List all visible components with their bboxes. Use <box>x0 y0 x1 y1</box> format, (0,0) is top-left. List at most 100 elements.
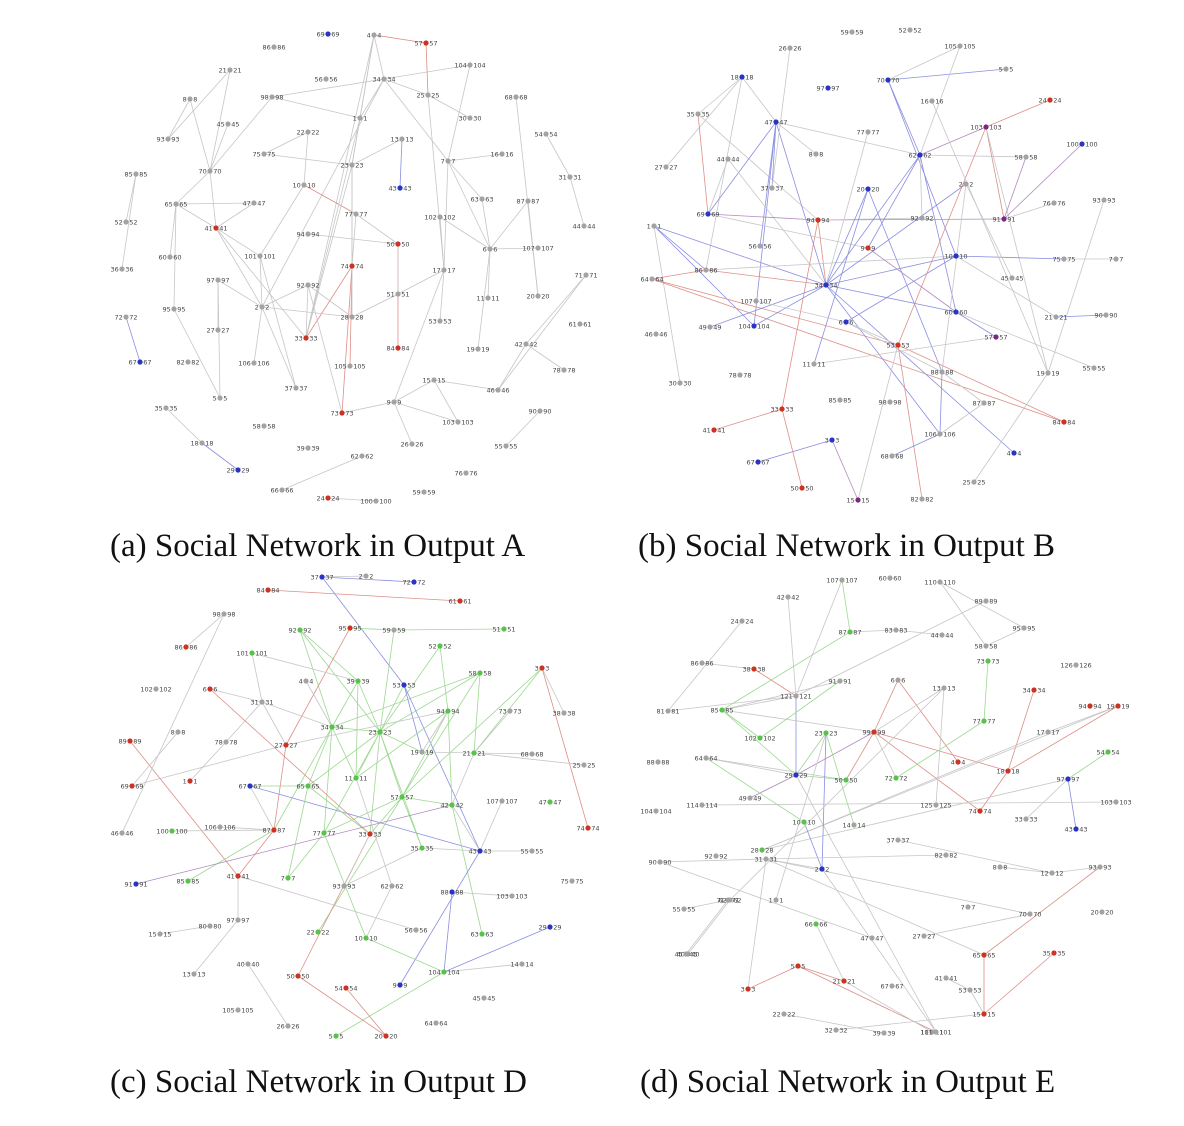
edge-34-106 <box>825 284 941 435</box>
node-label: 61 <box>569 320 577 328</box>
node-104: 104 104 <box>454 61 485 69</box>
node-label: 85 <box>829 396 837 404</box>
node-label: 11 <box>803 360 811 368</box>
node-97: 97 97 <box>1057 775 1080 783</box>
node-dot <box>983 598 989 604</box>
edge-37-2 <box>261 306 297 389</box>
node-label: 31 <box>251 698 259 706</box>
node-label: 71 <box>589 271 597 279</box>
node-label: 10 <box>369 934 377 942</box>
node-label: 10 <box>293 181 301 189</box>
node-label: 2 <box>255 303 259 311</box>
node-67: 67 67 <box>881 982 904 990</box>
node-label: 56 <box>329 75 337 83</box>
edge-62-60 <box>919 154 957 313</box>
node-label: 35 <box>1043 949 1051 957</box>
node-label: 84 <box>257 586 265 594</box>
node-dot <box>849 29 855 35</box>
node-label: 33 <box>785 405 793 413</box>
node-label: 16 <box>935 97 943 105</box>
node-dot <box>167 254 173 260</box>
node-label: 105 <box>353 362 365 370</box>
node-88: 88 88 <box>647 758 670 766</box>
node-label: 65 <box>179 200 187 208</box>
edge-10-6 <box>845 255 957 323</box>
node-20: 20 20 <box>857 185 880 193</box>
node-label: 8 <box>1003 863 1007 871</box>
node-label: 77 <box>345 210 353 218</box>
node-54: 54 54 <box>335 984 358 992</box>
edge-21-66 <box>815 923 845 982</box>
edge-74-73 <box>341 265 353 414</box>
node-dot <box>865 186 871 192</box>
node-dot <box>247 783 253 789</box>
edge-1-23 <box>351 117 361 166</box>
node-dot <box>305 783 311 789</box>
node-label: 27 <box>275 741 283 749</box>
node-label: 20 <box>375 1032 383 1040</box>
node-label: 5 <box>223 394 227 402</box>
node-label: 41 <box>219 224 227 232</box>
node-label: 37 <box>285 384 293 392</box>
node-dot <box>1073 826 1079 832</box>
node-label: 25 <box>573 761 581 769</box>
node-label: 56 <box>405 926 413 934</box>
node-label: 13 <box>183 970 191 978</box>
node-label: 42 <box>515 340 523 348</box>
edge-19-28 <box>761 705 1119 851</box>
node-103: 103 103 <box>970 123 1001 131</box>
node-39: 39 39 <box>297 444 320 452</box>
node-93: 93 93 <box>333 882 356 890</box>
node-dot <box>371 32 377 38</box>
edge-62-10 <box>365 885 393 939</box>
node-label: 11 <box>477 294 485 302</box>
edge-38-86 <box>701 662 755 670</box>
node-100: 100 100 <box>156 827 187 835</box>
node-93: 93 93 <box>1089 863 1112 871</box>
edge-107-6 <box>755 300 847 323</box>
node-label: 58 <box>1015 153 1023 161</box>
node-65: 65 65 <box>973 951 996 959</box>
node-label: 41 <box>949 974 957 982</box>
node-label: 6 <box>203 685 207 693</box>
node-label: 18 <box>745 73 753 81</box>
node-dot <box>957 43 963 49</box>
edge-47-8 <box>775 121 817 155</box>
node-label: 59 <box>855 28 863 36</box>
node-label: 93 <box>333 882 341 890</box>
edge-70-5 <box>887 68 1007 81</box>
node-label: 69 <box>135 782 143 790</box>
node-dot <box>153 686 159 692</box>
node-label: 16 <box>921 97 929 105</box>
edge-58-34 <box>331 672 481 728</box>
node-dot <box>1023 816 1029 822</box>
edge-27-94 <box>285 710 449 746</box>
node-dot <box>389 883 395 889</box>
edge-92-33 <box>305 284 309 339</box>
node-label: 59 <box>383 626 391 634</box>
node-label: 10 <box>793 818 801 826</box>
edge-70-41 <box>209 170 217 229</box>
node-72: 72 72 <box>115 313 138 321</box>
node-label: 5 <box>213 394 217 402</box>
edge-34-23 <box>331 726 381 733</box>
node-label: 1 <box>353 114 357 122</box>
node-dot <box>347 625 353 631</box>
node-61: 61 61 <box>569 320 592 328</box>
node-63: 63 63 <box>471 930 494 938</box>
node-label: 59 <box>413 488 421 496</box>
node-dot <box>261 423 267 429</box>
node-73: 73 73 <box>331 409 354 417</box>
edge-70-10 <box>887 79 957 257</box>
node-dot <box>895 342 901 348</box>
edge-9-103 <box>393 401 459 423</box>
node-label: 72 <box>129 313 137 321</box>
node-label: 43 <box>469 847 477 855</box>
node-52: 52 52 <box>115 218 138 226</box>
edge-58-21 <box>473 672 481 754</box>
